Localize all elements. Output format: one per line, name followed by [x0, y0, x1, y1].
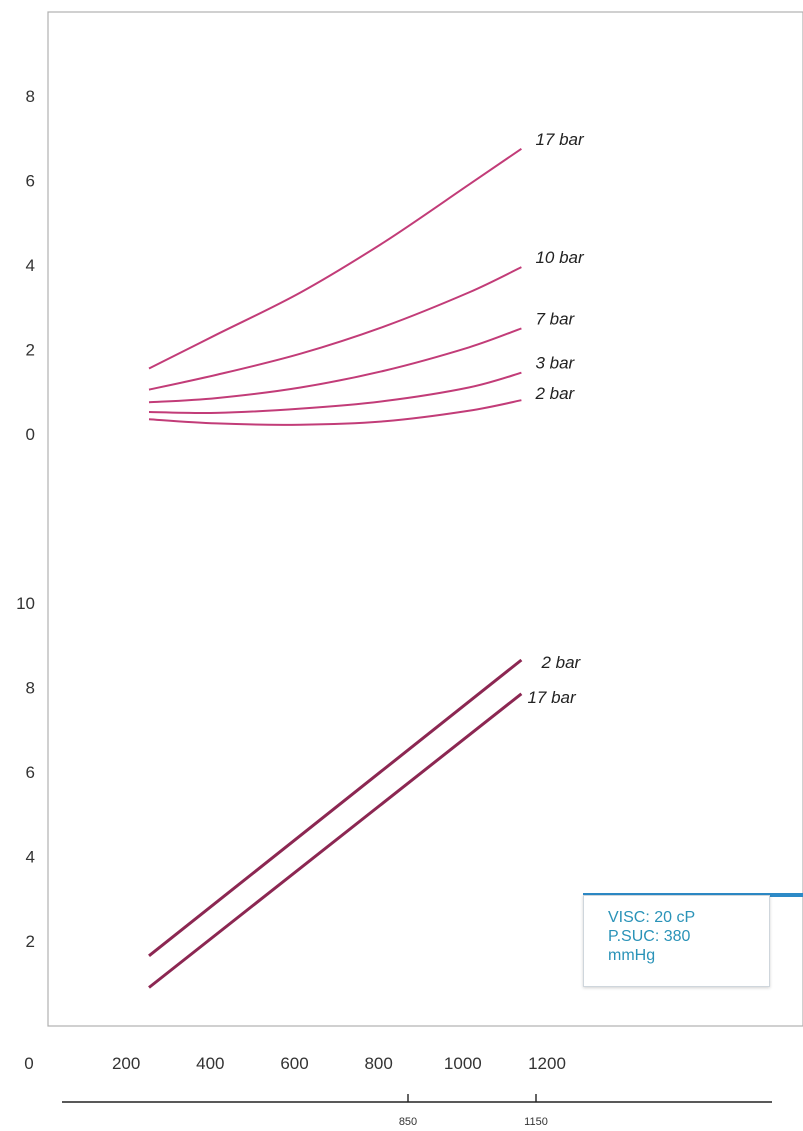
info-suction-unit: mmHg	[608, 947, 656, 964]
curve-label-17-bar: 17 bar	[535, 130, 585, 149]
upper-y-tick-label: 4	[26, 256, 35, 275]
upper-y-tick-label: 2	[26, 341, 35, 360]
lower-label-17-bar: 17 bar	[527, 688, 577, 707]
curve-label-10-bar: 10 bar	[535, 248, 585, 267]
x-tick-label: 800	[364, 1054, 392, 1073]
curve-3-bar	[148, 371, 522, 415]
curve-label-7-bar: 7 bar	[535, 309, 575, 328]
line-2-bar	[148, 658, 523, 957]
line-17-bar	[148, 692, 523, 989]
secondary-axis-tick-label: 1150	[524, 1116, 548, 1128]
lower-y-tick-label: 10	[16, 594, 35, 613]
lower-y-tick-label: 4	[26, 848, 35, 867]
x-tick-label: 200	[112, 1054, 140, 1073]
x-tick-labels: 0 200 400 600 800 1000 1200	[24, 1054, 566, 1073]
plot-area	[47, 11, 803, 1027]
info-viscosity: VISC: 20 cP	[608, 909, 696, 926]
curve-label-3-bar: 3 bar	[535, 354, 575, 373]
x-tick-label: 400	[196, 1054, 224, 1073]
curve-10-bar	[148, 266, 522, 391]
lower-y-tick-label: 2	[26, 932, 35, 951]
curve-2-bar	[148, 399, 522, 426]
condition-info-box: VISC: 20 cP P.SUC: 380 mmHg	[583, 895, 770, 987]
lower-chart-curves	[148, 658, 523, 989]
upper-y-tick-label: 8	[26, 87, 35, 106]
plot-border	[47, 11, 803, 1027]
secondary-x-axis: 850 1150	[62, 1094, 772, 1128]
x-tick-label: 600	[280, 1054, 308, 1073]
info-suction-pressure: P.SUC: 380	[608, 928, 691, 945]
upper-chart-curves	[148, 147, 522, 426]
x-tick-label: 1200	[528, 1054, 566, 1073]
lower-y-tick-label: 6	[26, 763, 35, 782]
curve-7-bar	[148, 327, 522, 404]
upper-y-tick-label: 6	[26, 172, 35, 191]
x-tick-label: 0	[24, 1054, 33, 1073]
x-tick-label: 1000	[444, 1054, 482, 1073]
y-tick-labels: 0 2 4 6 8 2 4 6 8 10	[16, 87, 35, 951]
curve-labels: 17 bar 10 bar 7 bar 3 bar 2 bar 2 bar 17 bar	[527, 130, 585, 707]
curve-label-2-bar: 2 bar	[534, 384, 575, 403]
secondary-axis-tick-label: 850	[399, 1116, 417, 1128]
lower-label-2-bar: 2 bar	[540, 653, 581, 672]
lower-y-tick-label: 8	[26, 679, 35, 698]
upper-y-tick-label: 0	[26, 425, 35, 444]
curve-17-bar	[148, 147, 522, 370]
